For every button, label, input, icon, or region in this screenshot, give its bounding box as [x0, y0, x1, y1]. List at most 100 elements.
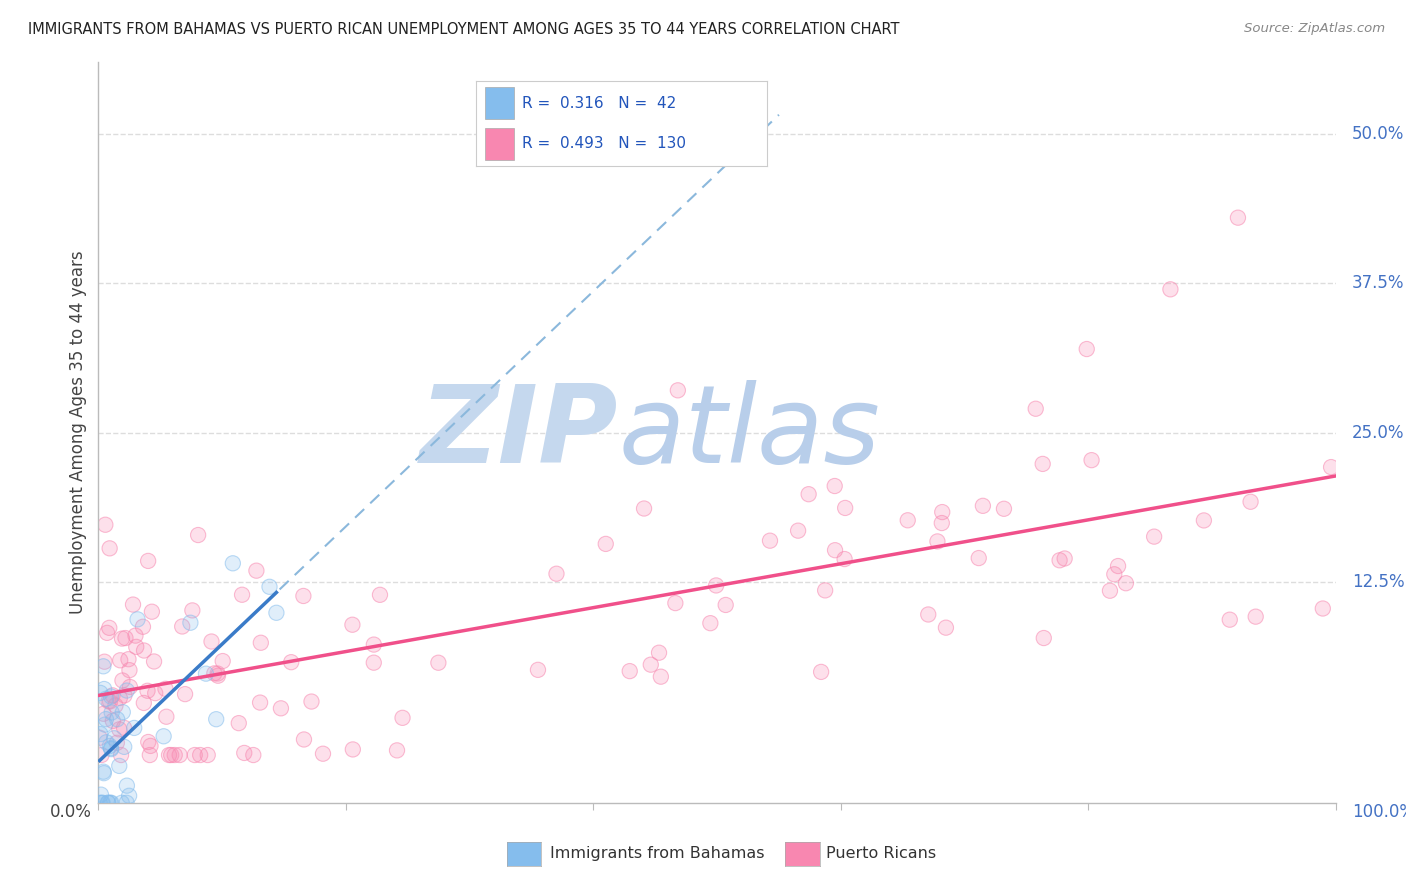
Point	[104, 698, 127, 713]
Point	[98, 694, 121, 708]
Point	[1226, 211, 1249, 225]
Point	[385, 743, 408, 757]
Y-axis label: Unemployment Among Ages 35 to 44 years: Unemployment Among Ages 35 to 44 years	[69, 251, 87, 615]
Point	[1032, 457, 1054, 471]
Point	[136, 554, 159, 568]
Point	[1312, 601, 1334, 615]
Point	[280, 655, 302, 669]
Point	[93, 655, 115, 669]
Point	[169, 747, 191, 762]
Point	[96, 735, 118, 749]
Point	[94, 717, 117, 731]
Point	[205, 712, 228, 726]
Point	[1107, 559, 1129, 574]
Point	[100, 741, 122, 756]
Point	[105, 712, 128, 726]
Point	[797, 487, 820, 501]
Text: atlas: atlas	[619, 380, 880, 485]
Point	[143, 655, 166, 669]
Point	[927, 534, 949, 549]
Point	[595, 537, 617, 551]
Point	[385, 743, 408, 757]
Point	[89, 686, 111, 700]
Point	[228, 716, 250, 731]
Point	[93, 766, 115, 780]
Point	[187, 528, 209, 542]
Point	[259, 580, 281, 594]
Point	[141, 605, 163, 619]
Point	[619, 664, 641, 678]
Point	[118, 789, 141, 803]
Point	[98, 739, 121, 753]
Point	[648, 646, 671, 660]
Point	[122, 598, 145, 612]
Point	[266, 606, 288, 620]
Point	[125, 640, 148, 654]
Point	[105, 736, 128, 750]
Point	[100, 690, 122, 704]
Point	[342, 617, 364, 632]
Point	[91, 796, 114, 810]
Point	[810, 665, 832, 679]
Point	[136, 735, 159, 749]
Point	[312, 747, 335, 761]
Point	[245, 564, 267, 578]
Point	[1025, 401, 1047, 416]
Point	[100, 690, 122, 704]
Point	[207, 666, 229, 681]
Point	[824, 543, 846, 558]
Point	[245, 564, 267, 578]
Point	[1098, 583, 1121, 598]
Point	[97, 694, 120, 708]
Point	[1076, 342, 1098, 356]
Point	[427, 656, 450, 670]
Point	[97, 796, 120, 810]
Point	[1107, 559, 1129, 574]
Point	[100, 706, 122, 720]
Point	[810, 665, 832, 679]
Point	[292, 589, 315, 603]
Point	[1053, 551, 1076, 566]
Point	[111, 673, 134, 688]
Point	[897, 513, 920, 527]
Point	[207, 666, 229, 681]
Point	[1080, 453, 1102, 467]
Text: 25.0%: 25.0%	[1351, 424, 1405, 442]
Point	[1104, 567, 1126, 582]
Point	[118, 789, 141, 803]
Point	[648, 646, 671, 660]
Point	[163, 747, 186, 762]
Point	[1032, 631, 1054, 645]
Point	[157, 747, 180, 762]
Point	[814, 583, 837, 598]
Text: Immigrants from Bahamas: Immigrants from Bahamas	[550, 846, 765, 861]
Point	[94, 691, 117, 706]
Point	[93, 655, 115, 669]
Point	[1239, 495, 1261, 509]
Point	[292, 589, 315, 603]
Point	[1098, 583, 1121, 598]
Point	[127, 612, 149, 626]
Point	[111, 673, 134, 688]
Point	[233, 746, 256, 760]
Point	[94, 712, 117, 726]
Point	[89, 686, 111, 700]
Point	[98, 694, 121, 708]
Point	[114, 631, 136, 645]
Point	[115, 683, 138, 698]
Point	[194, 666, 217, 681]
Text: 37.5%: 37.5%	[1351, 275, 1405, 293]
Point	[118, 663, 141, 677]
Point	[993, 501, 1015, 516]
Point	[163, 747, 186, 762]
Point	[111, 705, 134, 719]
Point	[231, 588, 253, 602]
Point	[228, 716, 250, 731]
Point	[93, 766, 115, 780]
Point	[301, 694, 323, 708]
Point	[231, 588, 253, 602]
Point	[94, 517, 117, 532]
Point	[97, 796, 120, 810]
Point	[108, 690, 131, 705]
Point	[174, 687, 197, 701]
